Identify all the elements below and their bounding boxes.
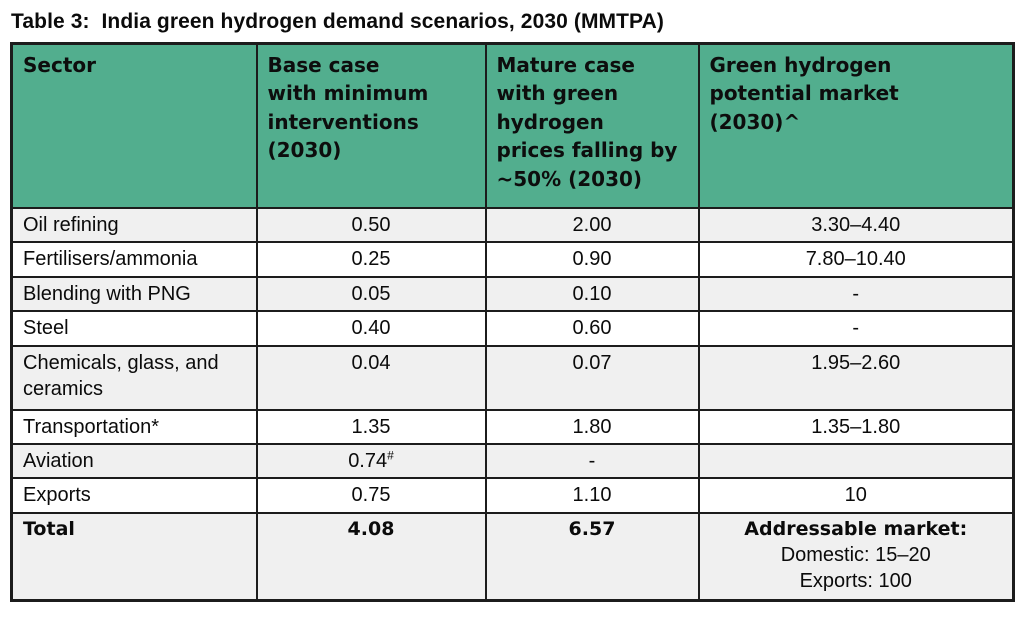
table-row: Blending with PNG 0.05 0.10 - <box>10 275 1015 313</box>
table-title: Table 3: India green hydrogen demand sce… <box>11 10 664 33</box>
cell-total-label: Total <box>10 511 258 602</box>
cell-base: 0.50 <box>255 206 487 244</box>
aviation-base-value: 0.74 <box>348 449 388 472</box>
cell-base: 0.75 <box>255 477 487 514</box>
cell-sector: Fertilisers/ammonia <box>10 241 258 278</box>
cell-sector: Steel <box>10 310 258 347</box>
addressable-market-exports: Exports: 100 <box>799 570 912 593</box>
table-row: Steel 0.40 0.60 - <box>10 310 1015 347</box>
table-row: Fertilisers/ammonia 0.25 0.90 7.80–10.40 <box>10 241 1015 278</box>
cell-total-base: 4.08 <box>255 511 487 602</box>
cell-sector: Transportation* <box>10 408 258 445</box>
cell-total-mature: 6.57 <box>484 511 700 602</box>
table-row: Oil refining 0.50 2.00 3.30–4.40 <box>10 206 1015 244</box>
table-row: Chemicals, glass, and ceramics 0.04 0.07… <box>10 344 1015 411</box>
header-potential-market: Green hydrogen potential market (2030)^ <box>697 42 1015 209</box>
table-row: Exports 0.75 1.10 10 <box>10 477 1015 514</box>
demand-scenarios-table: Sector Base case with minimum interventi… <box>10 42 1015 603</box>
addressable-market-domestic: Domestic: 15–20 <box>780 543 931 566</box>
cell-base: 0.25 <box>255 241 487 278</box>
cell-mature: 2.00 <box>484 206 700 244</box>
footnote-marker: # <box>387 448 394 463</box>
total-row: Total 4.08 6.57 Addressable market: Dome… <box>10 511 1015 602</box>
cell-total-potential: Addressable market: Domestic: 15–20 Expo… <box>697 511 1015 602</box>
cell-sector: Oil refining <box>10 206 258 244</box>
header-base-case: Base case with minimum interventions (20… <box>255 42 487 209</box>
cell-potential: 1.35–1.80 <box>697 408 1015 445</box>
cell-potential: 7.80–10.40 <box>697 241 1015 278</box>
header-mature-case: Mature case with green hydrogen prices f… <box>484 42 700 209</box>
header-sector: Sector <box>10 42 258 209</box>
header-row: Sector Base case with minimum interventi… <box>10 42 1015 209</box>
cell-mature: 1.10 <box>484 477 700 514</box>
cell-potential: - <box>697 275 1015 313</box>
cell-mature: 1.80 <box>484 408 700 445</box>
cell-potential: 1.95–2.60 <box>697 344 1015 411</box>
cell-base: 0.40 <box>255 310 487 347</box>
cell-mature: 0.60 <box>484 310 700 347</box>
cell-sector: Blending with PNG <box>10 275 258 313</box>
cell-sector: Exports <box>10 477 258 514</box>
cell-mature: - <box>484 442 700 480</box>
cell-potential: - <box>697 310 1015 347</box>
table-row: Aviation 0.74# - <box>10 442 1015 480</box>
addressable-market-heading: Addressable market: <box>744 517 968 540</box>
cell-base: 0.05 <box>255 275 487 313</box>
table-row: Transportation* 1.35 1.80 1.35–1.80 <box>10 408 1015 445</box>
cell-base: 0.74# <box>255 442 487 480</box>
cell-mature: 0.90 <box>484 241 700 278</box>
cell-mature: 0.10 <box>484 275 700 313</box>
cell-potential <box>697 442 1015 480</box>
cell-mature: 0.07 <box>484 344 700 411</box>
cell-base: 1.35 <box>255 408 487 445</box>
cell-potential: 10 <box>697 477 1015 514</box>
cell-base: 0.04 <box>255 344 487 411</box>
cell-sector: Chemicals, glass, and ceramics <box>10 344 258 411</box>
cell-potential: 3.30–4.40 <box>697 206 1015 244</box>
cell-sector: Aviation <box>10 442 258 480</box>
